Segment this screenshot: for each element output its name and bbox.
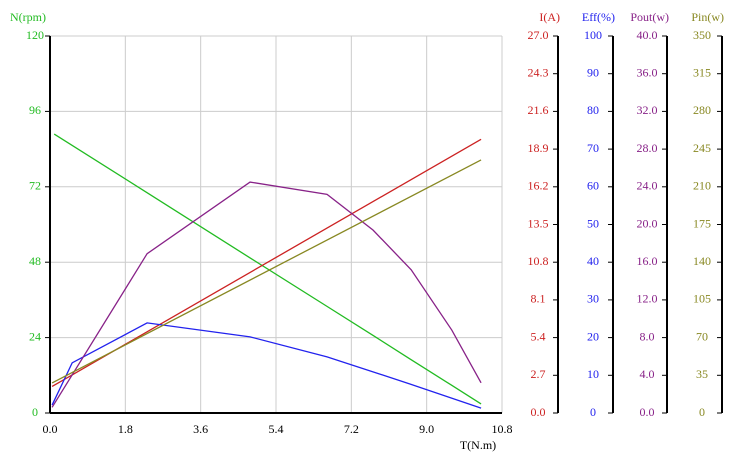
x-tick-label: 0.0 bbox=[43, 422, 58, 436]
y-tick-label: 0.0 bbox=[531, 405, 546, 419]
y-tick-label: 96 bbox=[29, 103, 41, 117]
y-tick-label: 35 bbox=[696, 367, 708, 381]
axis-title: N(rpm) bbox=[10, 10, 46, 24]
y-tick-label: 140 bbox=[693, 254, 711, 268]
y-tick-label: 175 bbox=[693, 216, 711, 230]
y-tick-label: 0 bbox=[32, 405, 38, 419]
x-tick-label: 3.6 bbox=[193, 422, 208, 436]
y-tick-label: 40.0 bbox=[637, 28, 658, 42]
y-tick-label: 10 bbox=[587, 367, 599, 381]
y-tick-label: 20.0 bbox=[637, 216, 658, 230]
y-tick-label: 105 bbox=[693, 292, 711, 306]
x-tick-label: 7.2 bbox=[344, 422, 359, 436]
y-tick-label: 27.0 bbox=[528, 28, 549, 42]
y-tick-label: 8.1 bbox=[531, 292, 546, 306]
y-tick-label: 120 bbox=[26, 28, 44, 42]
x-tick-label: 5.4 bbox=[269, 422, 284, 436]
y-tick-label: 18.9 bbox=[528, 141, 549, 155]
axis-title: I(A) bbox=[539, 10, 560, 24]
y-tick-label: 24.3 bbox=[528, 65, 549, 79]
x-tick-label: 9.0 bbox=[419, 422, 434, 436]
axis-title: Pin(w) bbox=[691, 10, 724, 24]
y-tick-label: 0 bbox=[590, 405, 596, 419]
y-tick-label: 24 bbox=[29, 329, 41, 343]
y-tick-label: 0.0 bbox=[640, 405, 655, 419]
y-tick-label: 30 bbox=[587, 292, 599, 306]
axis-title: Pout(w) bbox=[630, 10, 669, 24]
x-tick-label: 10.8 bbox=[492, 422, 513, 436]
y-tick-label: 4.0 bbox=[640, 367, 655, 381]
series-line bbox=[51, 322, 482, 409]
y-tick-label: 50 bbox=[587, 216, 599, 230]
y-tick-label: 315 bbox=[693, 65, 711, 79]
y-tick-label: 16.2 bbox=[528, 179, 549, 193]
y-tick-label: 13.5 bbox=[528, 216, 549, 230]
y-tick-label: 80 bbox=[587, 103, 599, 117]
y-tick-label: 70 bbox=[587, 141, 599, 155]
series-line bbox=[53, 133, 482, 405]
y-tick-label: 16.0 bbox=[637, 254, 658, 268]
y-tick-label: 245 bbox=[693, 141, 711, 155]
y-tick-label: 280 bbox=[693, 103, 711, 117]
y-tick-label: 5.4 bbox=[531, 329, 546, 343]
y-tick-label: 90 bbox=[587, 65, 599, 79]
y-tick-label: 100 bbox=[584, 28, 602, 42]
y-tick-label: 24.0 bbox=[637, 179, 658, 193]
x-tick-label: 1.8 bbox=[118, 422, 133, 436]
y-tick-label: 40 bbox=[587, 254, 599, 268]
y-tick-label: 36.0 bbox=[637, 65, 658, 79]
y-tick-label: 20 bbox=[587, 329, 599, 343]
y-tick-label: 60 bbox=[587, 179, 599, 193]
y-tick-label: 28.0 bbox=[637, 141, 658, 155]
y-tick-label: 48 bbox=[29, 254, 41, 268]
series-line bbox=[51, 159, 482, 384]
y-tick-label: 10.8 bbox=[528, 254, 549, 268]
y-tick-label: 21.6 bbox=[528, 103, 549, 117]
y-tick-label: 32.0 bbox=[637, 103, 658, 117]
axis-title: Eff(%) bbox=[582, 10, 615, 24]
y-tick-label: 70 bbox=[696, 329, 708, 343]
y-tick-label: 210 bbox=[693, 179, 711, 193]
y-tick-label: 72 bbox=[29, 179, 41, 193]
y-tick-label: 12.0 bbox=[637, 292, 658, 306]
y-tick-label: 350 bbox=[693, 28, 711, 42]
y-tick-label: 8.0 bbox=[640, 329, 655, 343]
series-line bbox=[51, 181, 482, 408]
y-tick-label: 0 bbox=[699, 405, 705, 419]
x-axis-title: T(N.m) bbox=[460, 438, 496, 452]
y-tick-label: 2.7 bbox=[531, 367, 546, 381]
